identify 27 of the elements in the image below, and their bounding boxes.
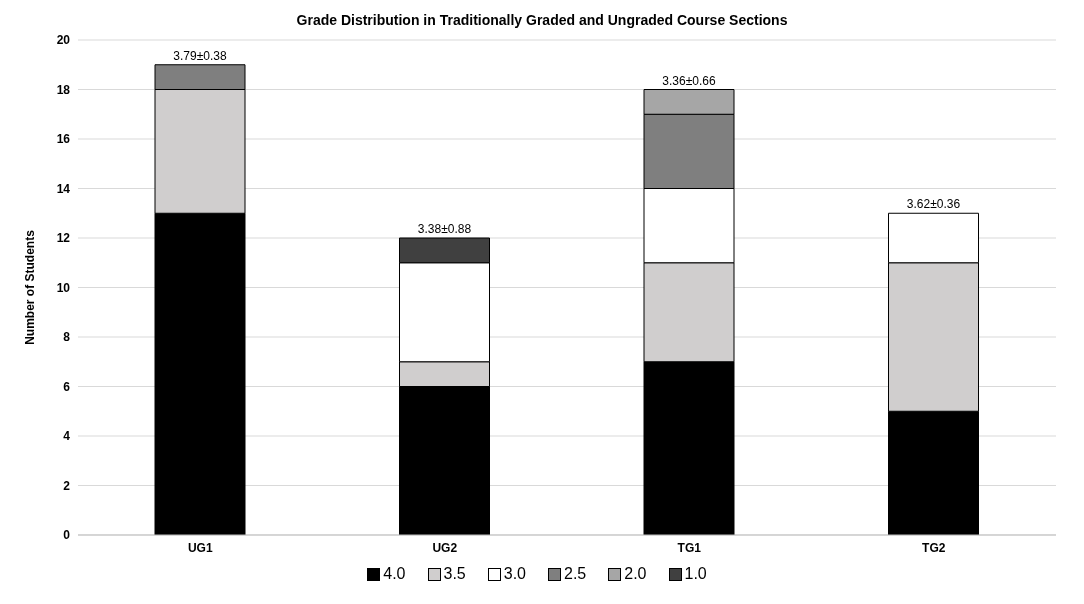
x-tick-label: TG2 [922, 540, 946, 555]
y-tick-label: 14 [56, 181, 71, 196]
total-label: 3.79±0.38 [173, 48, 227, 63]
y-axis-title: Number of Students [23, 229, 38, 345]
legend-label: 2.0 [624, 565, 647, 583]
y-tick-label: 4 [63, 429, 71, 444]
legend-label: 1.0 [684, 565, 707, 583]
legend-label: 3.0 [503, 565, 526, 583]
legend-label: 2.5 [564, 565, 587, 583]
legend-label: 4.0 [383, 565, 406, 583]
y-tick-label: 18 [56, 82, 71, 97]
x-tick-label: UG1 [187, 540, 213, 555]
y-tick-label: 10 [56, 280, 71, 295]
y-tick-label: 0 [63, 528, 71, 543]
legend-label: 3.5 [443, 565, 466, 583]
y-tick-label: 20 [56, 33, 71, 48]
x-tick-label: TG1 [677, 540, 702, 555]
chart-title: Grade Distribution in Traditionally Graded and Ungraded Course Sections [295, 12, 789, 28]
total-label: 3.38±0.88 [417, 222, 472, 236]
y-tick-label: 8 [63, 330, 71, 345]
y-tick-label: 16 [56, 132, 71, 147]
total-label: 3.62±0.36 [906, 197, 961, 212]
y-tick-label: 2 [63, 478, 71, 493]
total-label: 3.36±0.66 [662, 73, 716, 88]
y-tick-label: 6 [63, 379, 71, 394]
y-tick-label: 12 [56, 231, 71, 246]
x-tick-label: UG2 [432, 540, 458, 555]
